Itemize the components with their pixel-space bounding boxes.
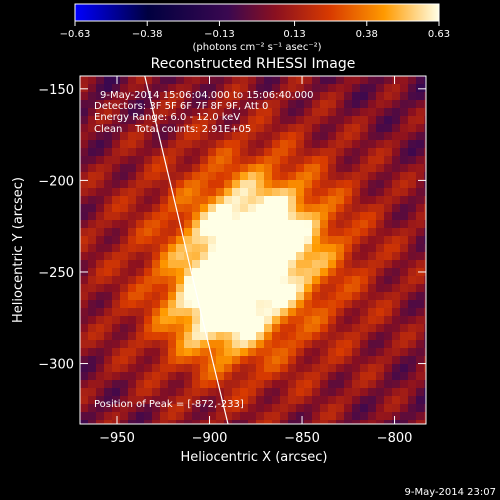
heatmap-image: [80, 76, 426, 424]
x-axis-label: Heliocentric X (arcsec): [181, 450, 328, 465]
x-tick-label: −800: [377, 431, 413, 446]
colorbar-tick-label: −0.13: [204, 29, 235, 40]
colorbar-tick-label: 0.38: [356, 29, 378, 40]
x-tick-label: −950: [99, 431, 135, 446]
colorbar-tick-label: 0.13: [283, 29, 305, 40]
axis-ticks: −950 −900 −850 −800 −150 −200 −250 −300: [38, 76, 426, 446]
colorbar-tick-label: −0.38: [132, 29, 163, 40]
annotation-peak-position: Position of Peak = [-872,-233]: [94, 399, 244, 410]
annotation-detectors: Detectors: 3F 5F 6F 7F 8F 9F, Att 0: [94, 101, 268, 112]
y-tick-label: −300: [38, 358, 74, 373]
colorbar-ticks: −0.63 −0.38 −0.13 0.13 0.38 0.63: [60, 21, 450, 40]
x-tick-label: −850: [284, 431, 320, 446]
colorbar-unit-label: (photons cm⁻² s⁻¹ asec⁻²): [192, 42, 321, 53]
x-tick-label: −900: [192, 431, 228, 446]
annotation-time-range: 9-May-2014 15:06:04.000 to 15:06:40.000: [100, 90, 313, 101]
chart-title: Reconstructed RHESSI Image: [151, 56, 356, 72]
y-tick-label: −250: [38, 266, 74, 281]
annotation-energy: Energy Range: 6.0 - 12.0 keV: [94, 112, 240, 123]
colorbar-tick-label: 0.63: [428, 29, 450, 40]
solar-limb-curve: [144, 76, 229, 424]
y-axis-label: Heliocentric Y (arcsec): [11, 177, 26, 323]
colorbar-tick-label: −0.63: [60, 29, 91, 40]
colorbar: [74, 3, 440, 22]
footer-timestamp: 9-May-2014 23:07: [404, 487, 496, 498]
annotation-clean: Clean Total counts: 2.91E+05: [94, 124, 251, 135]
y-tick-label: −200: [38, 174, 74, 189]
y-tick-label: −150: [38, 83, 74, 98]
plot-frame: [79, 75, 427, 425]
